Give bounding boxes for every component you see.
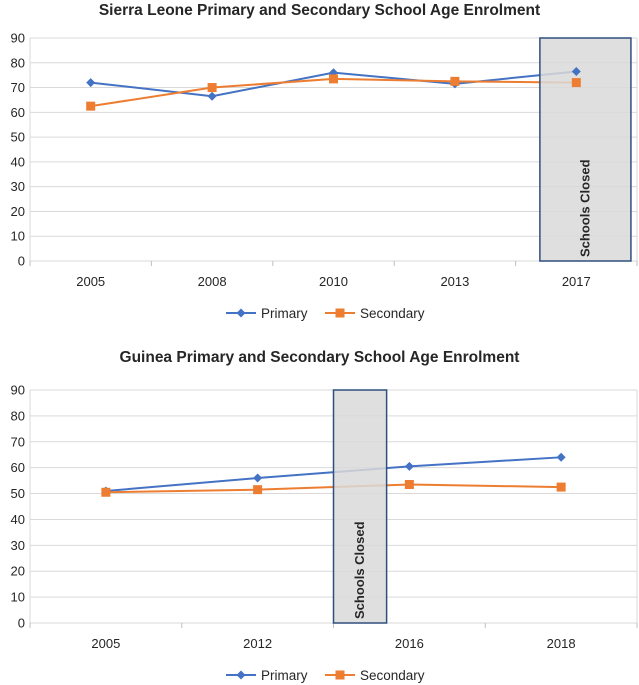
secondary-point — [329, 74, 338, 84]
legend-label-primary: Primary — [261, 306, 308, 321]
y-tick-label: 70 — [11, 80, 25, 95]
secondary-point — [101, 487, 111, 497]
schools-closed-label: Schools Closed — [577, 159, 592, 257]
y-tick-label: 20 — [11, 564, 25, 579]
schools-closed-box — [539, 37, 632, 262]
y-tick-label: 90 — [11, 31, 25, 46]
primary-point — [207, 91, 217, 101]
y-tick-label: 60 — [11, 105, 25, 120]
secondary-point — [207, 83, 217, 93]
x-tick-label: 2010 — [319, 274, 348, 289]
legend-marker-secondary — [335, 308, 345, 318]
x-tick-label: 2005 — [91, 636, 120, 651]
primary-point — [556, 452, 566, 462]
y-tick-label: 70 — [11, 434, 25, 449]
y-tick-label: 80 — [11, 55, 25, 70]
primary-point — [253, 473, 263, 483]
legend-label-primary: Primary — [261, 668, 308, 683]
y-tick-label: 40 — [11, 154, 25, 169]
legend-marker-primary — [236, 670, 246, 680]
y-tick-label: 30 — [11, 179, 25, 194]
x-tick-label: 2013 — [440, 274, 469, 289]
x-tick-label: 2016 — [395, 636, 424, 651]
secondary-point — [556, 482, 566, 492]
y-tick-label: 0 — [18, 616, 25, 631]
y-tick-label: 10 — [11, 590, 25, 605]
primary-point — [571, 66, 581, 76]
x-tick-label: 2018 — [547, 636, 576, 651]
primary-point — [86, 78, 96, 88]
schools-closed-label: Schools Closed — [352, 521, 367, 619]
y-tick-label: 0 — [18, 254, 25, 269]
legend-label-secondary: Secondary — [360, 668, 425, 683]
x-tick-label: 2017 — [562, 274, 591, 289]
secondary-point — [253, 485, 263, 495]
x-tick-label: 2012 — [243, 636, 272, 651]
schools-closed-box — [332, 389, 388, 624]
chart-1-title: Sierra Leone Primary and Secondary Schoo… — [98, 2, 541, 19]
y-tick-label: 90 — [11, 383, 25, 398]
sierra-leone-chart: 0 10 20 30 40 50 60 70 80 90 2005 2008 2010 2013 2017 S… — [11, 31, 638, 321]
secondary-point — [571, 78, 581, 88]
y-tick-label: 60 — [11, 460, 25, 475]
y-tick-label: 80 — [11, 408, 25, 423]
legend-label-secondary: Secondary — [360, 306, 425, 321]
y-tick-label: 30 — [11, 538, 25, 553]
y-tick-label: 20 — [11, 204, 25, 219]
guinea-chart: 0 10 20 30 40 50 60 70 80 90 2005 2012 2016 2018 Schoo… — [11, 383, 638, 683]
x-tick-label: 2005 — [76, 274, 105, 289]
y-tick-label: 50 — [11, 486, 25, 501]
primary-point — [404, 461, 414, 471]
secondary-point — [86, 101, 96, 111]
secondary-point — [404, 479, 414, 489]
chart-2-title: Guinea Primary and Secondary School Age … — [119, 349, 520, 366]
y-tick-label: 50 — [11, 130, 25, 145]
y-tick-label: 10 — [11, 229, 25, 244]
legend-marker-primary — [236, 308, 246, 318]
y-tick-label: 40 — [11, 512, 25, 527]
legend-marker-secondary — [335, 670, 345, 680]
x-tick-label: 2008 — [198, 274, 227, 289]
secondary-point — [450, 76, 460, 86]
